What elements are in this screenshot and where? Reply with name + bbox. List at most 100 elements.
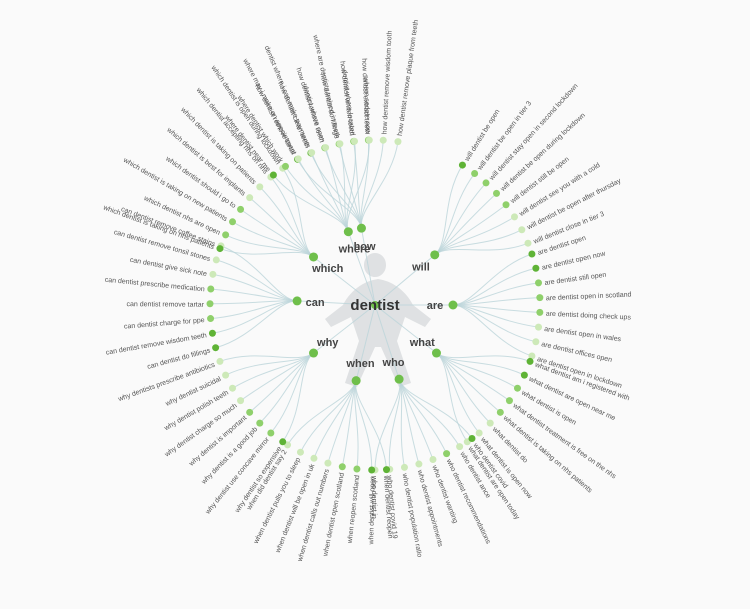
leaf-label: will dentist be open [463,108,501,163]
leaf-node [207,300,214,307]
branch-node [352,376,361,385]
link [453,254,532,305]
leaf-node [246,194,253,201]
leaf-node [222,372,229,379]
leaf-node [368,466,375,473]
link [361,140,383,228]
leaf-label: are dentist doing check ups [546,311,632,322]
link [361,142,398,229]
branch-node [432,349,441,358]
center-label: dentist [350,297,399,314]
leaf-node [216,245,223,252]
leaf-node [246,409,253,416]
leaf-node [383,466,390,473]
leaf-label: when dentist will be open in uk [274,463,316,555]
leaf-node [535,324,542,331]
branch-label: when [345,358,374,370]
link [271,353,314,433]
leaf-node [468,435,475,442]
leaf-node [503,201,510,208]
leaf-label: why dentists prescribe antibiotics [117,361,217,403]
leaf-label: are dentist still open [544,272,607,287]
leaf-node [322,144,329,151]
leaf-node [401,464,408,471]
leaf-node [209,271,216,278]
leaf-node [207,285,214,292]
branch-node [309,349,318,358]
leaf-node [511,213,518,220]
link [453,268,536,305]
branch-node [357,224,366,233]
link [300,381,356,453]
leaf-label: why dentist polish teeth [163,389,230,432]
leaf-node [366,137,373,144]
leaf-label: are dentist open in wales [544,326,622,343]
link [435,205,506,255]
branch-label: are [427,300,444,312]
branch-node [449,301,458,310]
leaf-node [207,315,214,322]
leaf-label: dentist where located [341,69,356,136]
leaf-node [532,265,539,272]
link [399,379,433,459]
leaf-node [351,138,358,145]
leaf-node [295,155,302,162]
link [453,305,536,342]
link [273,175,348,232]
branch-node [344,227,353,236]
leaf-node [532,338,539,345]
leaf-node [310,455,317,462]
leaf-label: how dentist remove plaque from teeth [397,19,420,136]
branch-node [293,296,302,305]
leaf-node [270,171,277,178]
leaf-node [297,449,304,456]
leaf-node [487,420,494,427]
leaf-node [336,140,343,147]
leaf-label: are dentist open in scotland [546,291,632,302]
branch-node [395,375,404,384]
branch-label: who [382,357,405,369]
branch-node [430,250,439,259]
leaf-node [521,372,528,379]
leaf-node [506,397,513,404]
leaf-node [524,240,531,247]
leaf-node [212,344,219,351]
link [436,353,479,433]
leaf-node [353,466,360,473]
leaf-label: can dentist prescribe medication [104,277,205,294]
leaf-node [213,256,220,263]
link [288,381,357,445]
leaf-node [339,463,346,470]
leaf-node [476,429,483,436]
leaf-node [394,138,401,145]
leaf-node [267,429,274,436]
branch-label: what [409,337,435,349]
leaf-label: can dentist remove tartar [127,301,205,309]
branch-label: can [306,297,325,309]
leaf-node [209,330,216,337]
link [216,301,297,348]
leaf-label: can dentist charge for ppe [124,317,205,331]
leaf-node [471,170,478,177]
leaf-node [514,385,521,392]
leaf-node [456,443,463,450]
leaf-node [518,226,525,233]
leaf-node [229,218,236,225]
leaf-node [256,420,263,427]
leaf-node [415,461,422,468]
link [399,379,472,438]
leaf-node [256,183,263,190]
branch-label: why [316,337,339,349]
link [375,379,400,470]
leaf-label: can dentist give sick note [129,257,207,278]
leaf-label: are dentist open now [541,250,607,271]
leaf-node [429,456,436,463]
leaf-node [493,190,500,197]
leaf-node [237,206,244,213]
leaf-node [229,385,236,392]
leaf-label: when dentist will open [368,476,376,546]
leaf-node [380,137,387,144]
leaf-label: how dentist remove wisdom tooth [382,30,394,134]
leaf-node [536,294,543,301]
leaf-node [459,162,466,169]
